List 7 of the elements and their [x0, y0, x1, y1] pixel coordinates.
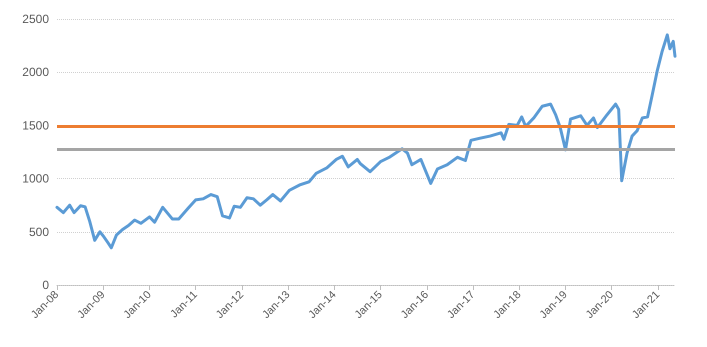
y-tick-label: 1500	[22, 118, 50, 132]
y-tick-label: 2500	[22, 12, 50, 26]
y-tick-label: 0	[42, 278, 50, 292]
y-tick-label: 2000	[22, 65, 50, 80]
y-tick-label: 500	[28, 224, 50, 239]
line-series	[56, 33, 676, 250]
y-tick-label: 1000	[22, 172, 50, 186]
